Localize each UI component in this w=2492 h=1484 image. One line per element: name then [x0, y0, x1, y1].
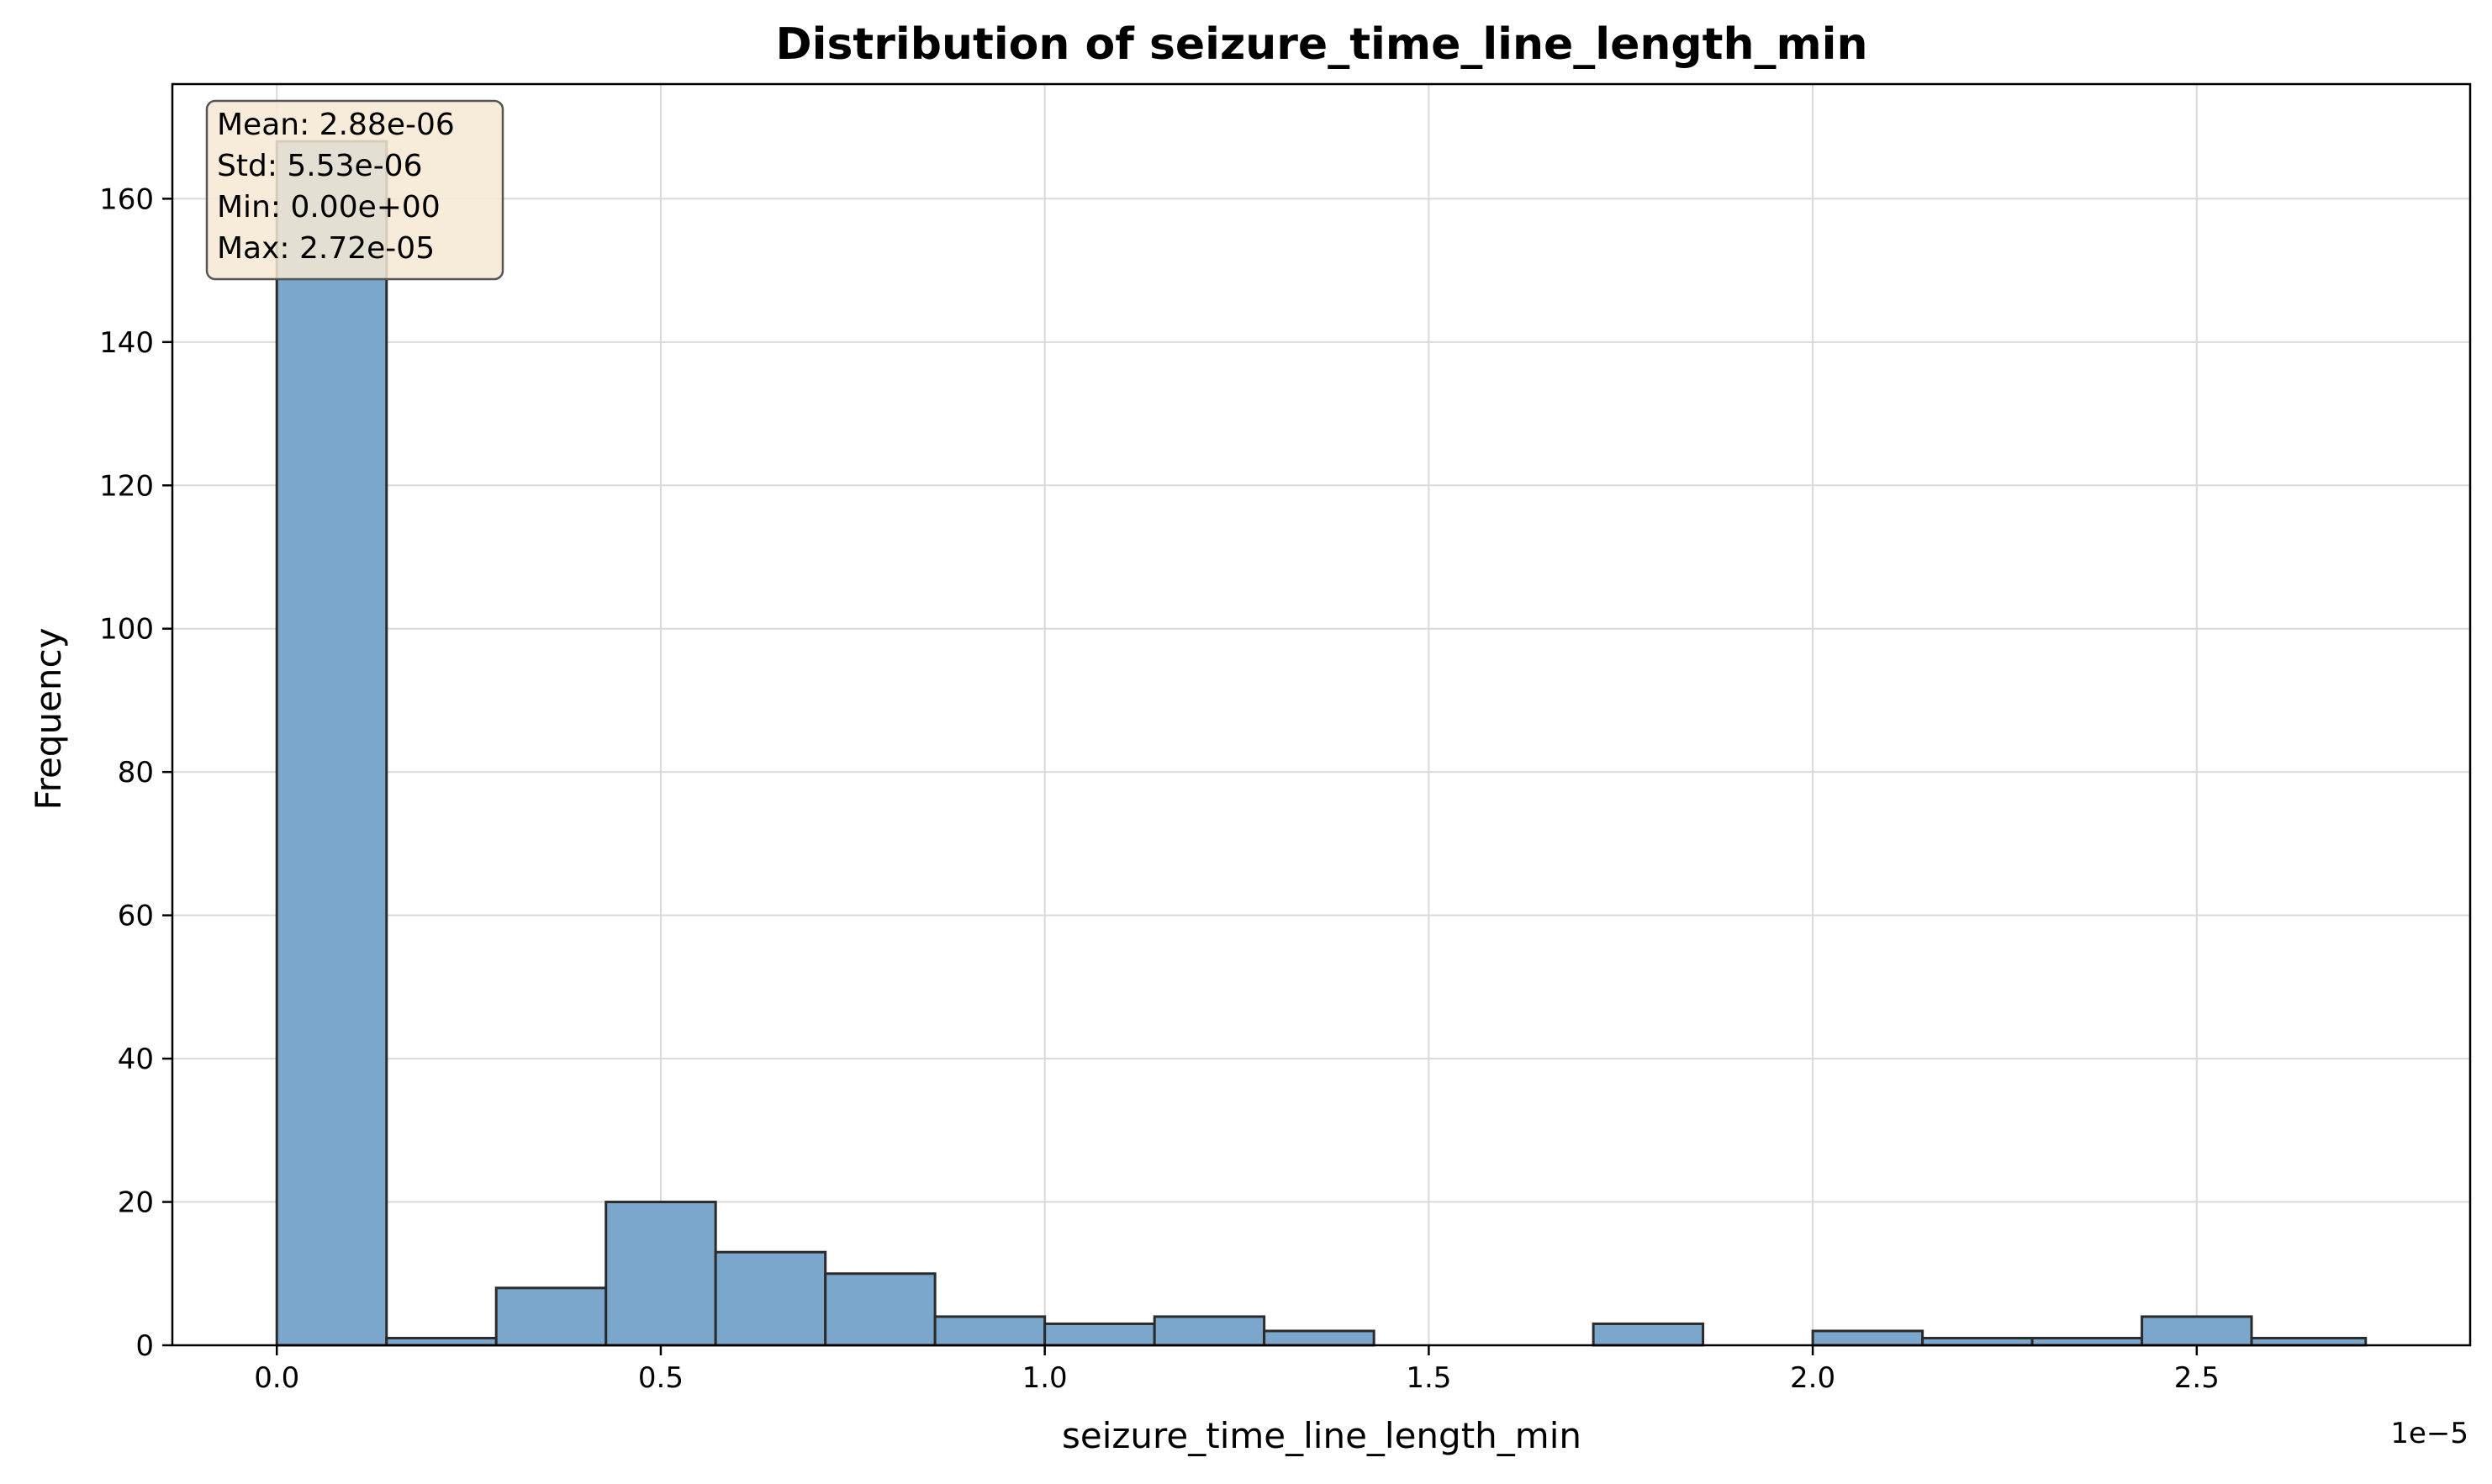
x-axis-label: seizure_time_line_length_min	[1062, 1415, 1581, 1456]
x-tick-label: 1.5	[1406, 1361, 1451, 1395]
stats-min: Min: 0.00e+00	[217, 190, 441, 224]
y-axis-label: Frequency	[28, 628, 69, 811]
y-tick-label: 60	[118, 900, 154, 933]
y-tick-label: 0	[135, 1329, 154, 1363]
chart-title: Distribution of seizure_time_line_length…	[775, 19, 1867, 70]
histogram-bar	[605, 1201, 717, 1347]
y-tick-label: 80	[118, 756, 154, 790]
y-tick-label: 100	[99, 613, 154, 647]
histogram-bar	[1921, 1336, 2034, 1347]
histogram-bar	[2141, 1315, 2253, 1347]
histogram-bar	[1043, 1322, 1156, 1347]
stats-box-background	[205, 99, 504, 281]
histogram-bar	[2030, 1336, 2144, 1347]
x-tick-label: 0.5	[638, 1361, 684, 1395]
y-tick-label: 40	[118, 1043, 154, 1076]
histogram-bar	[933, 1315, 1047, 1347]
histogram-bar	[714, 1250, 827, 1347]
histogram-bar	[1592, 1322, 1705, 1347]
x-tick-label: 2.0	[1790, 1361, 1835, 1395]
x-tick-label: 1.0	[1022, 1361, 1068, 1395]
histogram-bars	[275, 140, 2368, 1347]
histogram-bar	[275, 140, 388, 1347]
y-tick-label: 160	[99, 182, 154, 216]
histogram-bar	[2250, 1336, 2368, 1347]
x-axis-offset-label: 1e−5	[2390, 1417, 2468, 1450]
y-tick-label: 120	[99, 469, 154, 503]
stats-mean: Mean: 2.88e-06	[217, 108, 455, 142]
stats-std: Std: 5.53e-06	[217, 149, 423, 183]
y-tick-label: 20	[118, 1186, 154, 1220]
histogram-bar	[385, 1336, 498, 1347]
stats-max: Max: 2.72e-05	[217, 231, 435, 266]
stats-box: Mean: 2.88e-06 Std: 5.53e-06 Min: 0.00e+…	[205, 99, 504, 281]
histogram-bar	[1263, 1329, 1375, 1347]
histogram-bar	[1811, 1329, 1924, 1347]
x-tick-label: 2.5	[2174, 1361, 2220, 1395]
histogram-bar	[494, 1286, 608, 1347]
grid-lines	[172, 84, 2470, 1346]
y-tick-label: 140	[99, 326, 154, 360]
histogram-bar	[824, 1272, 937, 1347]
x-tick-label: 0.0	[254, 1361, 299, 1395]
plot-frame	[171, 82, 2472, 1347]
histogram-bar	[1153, 1315, 1266, 1347]
y-axis-ticks: 0 20 40 60 80 100 120 140 160	[99, 182, 172, 1363]
x-axis-ticks: 0.0 0.5 1.0 1.5 2.0 2.5	[254, 1345, 2220, 1395]
